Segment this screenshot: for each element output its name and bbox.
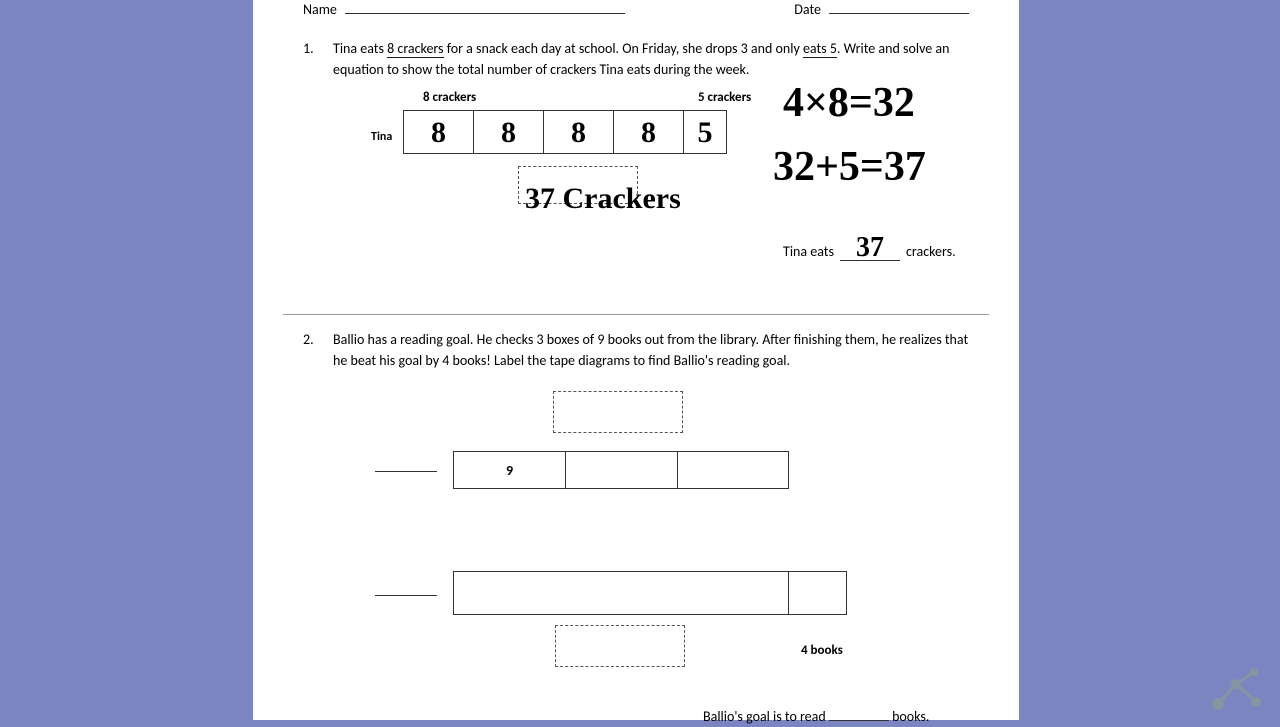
cell-val: 8 (431, 110, 446, 155)
dash-label-bottom (555, 625, 685, 667)
name-blank (345, 0, 625, 14)
ans-value: 37 (840, 238, 900, 261)
equation-2: 32+5=37 (773, 136, 926, 199)
date-blank (829, 0, 969, 14)
q2-text: Ballio has a reading goal. He checks 3 b… (333, 329, 969, 371)
tape-cell: 8 (543, 110, 613, 154)
header-row: Name Date (283, 0, 989, 18)
tape-cell: 8 (613, 110, 683, 154)
tape2-cell (565, 451, 677, 489)
answer-row: Tina eats 37 crackers. (783, 238, 956, 262)
q1-t2: for a snack each day at school. On Frida… (444, 40, 803, 57)
tape3-main (453, 571, 789, 615)
question-1: 1. Tina eats 8 crackers for a snack each… (283, 38, 989, 314)
tape-cell: 8 (473, 110, 543, 154)
ans-pre: Tina eats (783, 241, 834, 262)
q1-u2: eats 5 (803, 40, 837, 58)
tina-label: Tina (371, 128, 392, 146)
tape2-cell: 9 (453, 451, 565, 489)
tape-cell: 8 (403, 110, 473, 154)
q1-diagram: 8 crackers 5 crackers Tina 8 8 8 8 5 37 … (303, 88, 969, 298)
tape-diagram-2a: 9 (453, 451, 789, 489)
section-divider (283, 314, 989, 315)
tape-diagram-2b (453, 571, 847, 615)
cell-val: 8 (501, 110, 516, 155)
tape-answer: 37 Crackers (525, 176, 681, 221)
q1-number: 1. (303, 38, 321, 80)
goal-row: Ballio's goal is to read books. (703, 706, 929, 727)
q1-u1: 8 crackers (387, 40, 443, 58)
side-blank-1 (375, 471, 437, 472)
dash-label-top (553, 391, 683, 433)
label-8-crackers: 8 crackers (423, 88, 476, 108)
goal-post: books. (892, 708, 929, 725)
name-field: Name (303, 0, 625, 18)
ans-post: crackers. (906, 241, 956, 262)
cell-val: 8 (641, 110, 656, 155)
q2-number: 2. (303, 329, 321, 371)
side-blank-2 (375, 595, 437, 596)
label-5-crackers: 5 crackers (698, 88, 751, 108)
question-2: 2. Ballio has a reading goal. He checks … (283, 329, 989, 727)
tape2-cell (677, 451, 789, 489)
q2-diagram: 9 4 books Ballio's goal is to read books… (303, 371, 969, 711)
goal-blank (829, 709, 889, 721)
tape-cell-small: 5 (683, 110, 727, 154)
date-label: Date (794, 1, 821, 18)
goal-pre: Ballio's goal is to read (703, 708, 826, 725)
equation-1: 4×8=32 (783, 72, 915, 135)
q1-t1: Tina eats (333, 40, 387, 57)
cell-val: 8 (571, 110, 586, 155)
tape-diagram-1: 8 8 8 8 5 (403, 110, 727, 154)
worksheet-page: Name Date 1. Tina eats 8 crackers for a … (253, 0, 1019, 720)
cell-val: 5 (698, 110, 713, 155)
four-books-label: 4 books (801, 641, 843, 661)
date-field: Date (794, 0, 969, 18)
watermark-icon (1206, 664, 1266, 714)
name-label: Name (303, 1, 337, 18)
tape3-extra (789, 571, 847, 615)
